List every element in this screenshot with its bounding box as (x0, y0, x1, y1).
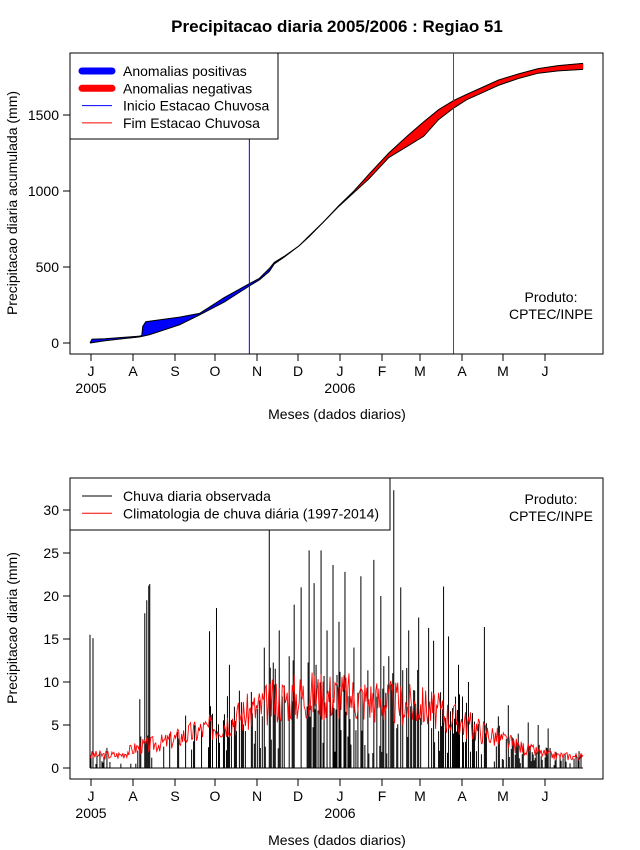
year-label: 2006 (324, 805, 355, 821)
x-tick-label: A (128, 788, 138, 804)
x-tick-label: M (497, 363, 509, 379)
y-tick-label: 0 (51, 760, 59, 776)
y-axis-bottom: 0 5 10 15 20 25 30 (43, 502, 71, 776)
year-label: 2006 (324, 380, 355, 396)
x-tick-label: J (542, 788, 549, 804)
season-lines (248, 53, 455, 354)
year-label: 2005 (75, 380, 106, 396)
observed-cumulative-line (89, 68, 584, 344)
product-label-top: Produto: (525, 289, 578, 305)
x-tick-label: J (88, 788, 95, 804)
climatology-line (89, 672, 584, 762)
x-axis-label-bottom: Meses (dados diarios) (268, 832, 406, 848)
legend-box (69, 477, 391, 531)
x-tick-label: A (457, 363, 467, 379)
x-tick-label: J (88, 363, 95, 379)
legend-label: Chuva diaria observada (123, 488, 271, 504)
y-axis-top: 0 500 1000 1500 (28, 107, 71, 351)
x-tick-label: O (210, 788, 221, 804)
legend-label: Anomalias positivas (123, 63, 247, 79)
y-tick-label: 5 (51, 717, 59, 733)
y-axis-label-top: Precipitacao diaria acumulada (mm) (4, 91, 20, 315)
x-tick-label: D (293, 788, 303, 804)
chart-title: Precipitacao diaria 2005/2006 : Regiao 5… (171, 17, 503, 36)
x-tick-label: A (128, 363, 138, 379)
y-tick-label: 500 (36, 259, 60, 275)
x-tick-label: M (497, 788, 509, 804)
legend-box (69, 52, 279, 140)
y-tick-label: 1000 (28, 183, 59, 199)
x-tick-label: M (414, 363, 426, 379)
x-tick-label: F (378, 363, 387, 379)
negative-anomaly-area (298, 63, 584, 246)
x-tick-label: N (252, 788, 262, 804)
x-tick-label: J (337, 363, 344, 379)
y-tick-label: 30 (43, 502, 59, 518)
x-tick-label: S (170, 788, 179, 804)
positive-anomaly-area (89, 245, 300, 344)
y-tick-label: 1500 (28, 107, 59, 123)
y-tick-label: 25 (43, 545, 59, 561)
x-tick-label: A (457, 788, 467, 804)
product-source-bottom: CPTEC/INPE (509, 508, 593, 524)
x-tick-label: O (210, 363, 221, 379)
product-label-bottom: Produto: (525, 491, 578, 507)
y-tick-label: 10 (43, 674, 59, 690)
y-tick-label: 15 (43, 631, 59, 647)
legend-label: Climatologia de chuva diária (1997-2014) (123, 505, 379, 521)
legend-label: Inicio Estacao Chuvosa (123, 98, 270, 114)
product-source-top: CPTEC/INPE (509, 306, 593, 322)
y-tick-label: 0 (51, 335, 59, 351)
x-tick-label: M (414, 788, 426, 804)
x-tick-label: D (293, 363, 303, 379)
x-tick-label: S (170, 363, 179, 379)
climatology-daily-line (89, 672, 584, 762)
year-label: 2005 (75, 805, 106, 821)
x-tick-label: N (252, 363, 262, 379)
y-tick-label: 20 (43, 588, 59, 604)
x-tick-label: J (542, 363, 549, 379)
x-tick-label: J (337, 788, 344, 804)
x-axis-label-top: Meses (dados diarios) (268, 406, 406, 422)
daily-bars (89, 490, 583, 769)
anomaly-areas (89, 62, 584, 344)
y-axis-label-bottom: Precipitacao diaria (mm) (4, 552, 20, 704)
legend-label: Anomalias negativas (123, 80, 252, 96)
x-tick-label: F (378, 788, 387, 804)
legend-label: Fim Estacao Chuvosa (123, 115, 260, 131)
